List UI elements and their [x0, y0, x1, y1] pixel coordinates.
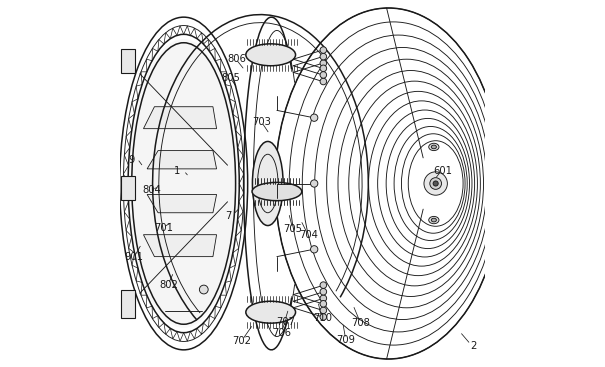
Ellipse shape: [252, 141, 283, 226]
Polygon shape: [147, 150, 217, 169]
Ellipse shape: [310, 114, 318, 121]
Ellipse shape: [320, 301, 327, 307]
Ellipse shape: [320, 65, 327, 72]
Ellipse shape: [430, 178, 442, 189]
Ellipse shape: [320, 295, 327, 302]
Text: 706: 706: [272, 328, 292, 338]
Text: 1: 1: [174, 166, 180, 176]
Polygon shape: [121, 290, 136, 319]
Polygon shape: [121, 49, 135, 73]
Text: 805: 805: [221, 73, 240, 83]
Ellipse shape: [429, 143, 439, 150]
Ellipse shape: [320, 72, 327, 78]
Text: 802: 802: [159, 280, 178, 290]
Ellipse shape: [433, 181, 438, 186]
Text: 705: 705: [284, 224, 302, 234]
Ellipse shape: [320, 307, 327, 314]
Ellipse shape: [320, 60, 327, 66]
Polygon shape: [143, 107, 217, 129]
Text: 703: 703: [252, 117, 271, 127]
Ellipse shape: [246, 44, 296, 66]
Ellipse shape: [320, 78, 327, 85]
Text: 601: 601: [433, 166, 453, 176]
Polygon shape: [143, 235, 217, 257]
Ellipse shape: [132, 43, 235, 324]
Ellipse shape: [424, 172, 447, 195]
Ellipse shape: [128, 39, 239, 328]
Text: 710: 710: [313, 313, 332, 323]
Ellipse shape: [320, 282, 327, 288]
Text: 804: 804: [142, 185, 161, 195]
Ellipse shape: [320, 314, 327, 320]
Text: 701: 701: [154, 223, 172, 233]
Ellipse shape: [200, 285, 208, 294]
Ellipse shape: [320, 288, 327, 295]
Text: 709: 709: [336, 335, 355, 345]
Text: 806: 806: [227, 54, 246, 64]
Text: 702: 702: [232, 337, 251, 346]
Polygon shape: [147, 195, 217, 213]
Text: 901: 901: [125, 252, 144, 262]
Text: 9: 9: [128, 155, 134, 165]
Text: 2: 2: [471, 341, 477, 351]
Ellipse shape: [310, 246, 318, 253]
Ellipse shape: [252, 182, 302, 201]
Ellipse shape: [431, 218, 436, 222]
Ellipse shape: [431, 145, 436, 149]
Text: 704: 704: [299, 230, 318, 240]
Ellipse shape: [320, 47, 327, 53]
Text: 708: 708: [351, 318, 370, 328]
Text: 7: 7: [225, 211, 231, 221]
Polygon shape: [121, 176, 135, 200]
Text: 707: 707: [276, 317, 295, 327]
Ellipse shape: [429, 217, 439, 224]
Ellipse shape: [246, 301, 296, 323]
Ellipse shape: [310, 180, 318, 187]
Ellipse shape: [320, 53, 327, 60]
